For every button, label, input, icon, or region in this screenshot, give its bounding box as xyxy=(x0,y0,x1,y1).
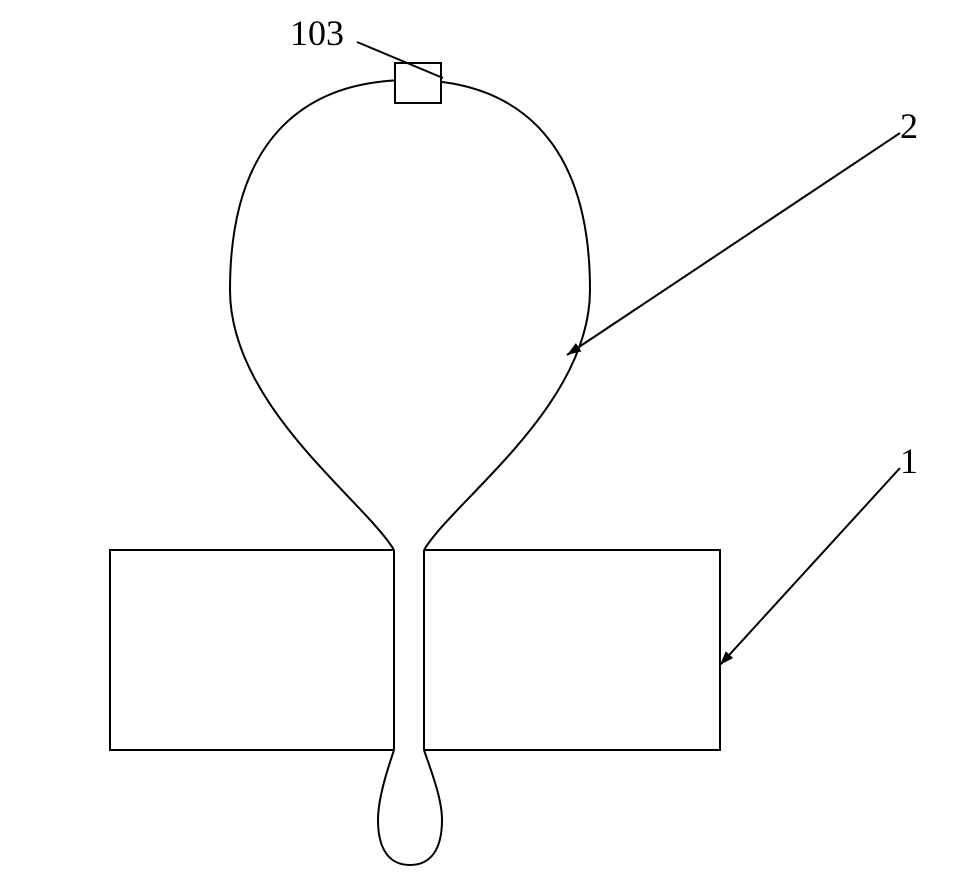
leader-1 xyxy=(720,468,900,665)
marker-box-103 xyxy=(395,63,441,103)
label-1: 1 xyxy=(900,440,918,482)
bulb-bottom xyxy=(378,750,442,865)
label-2: 2 xyxy=(900,105,918,147)
balloon-top xyxy=(230,80,590,550)
label-103: 103 xyxy=(290,12,344,54)
leader-2 xyxy=(567,133,900,355)
base-rectangle xyxy=(110,550,720,750)
